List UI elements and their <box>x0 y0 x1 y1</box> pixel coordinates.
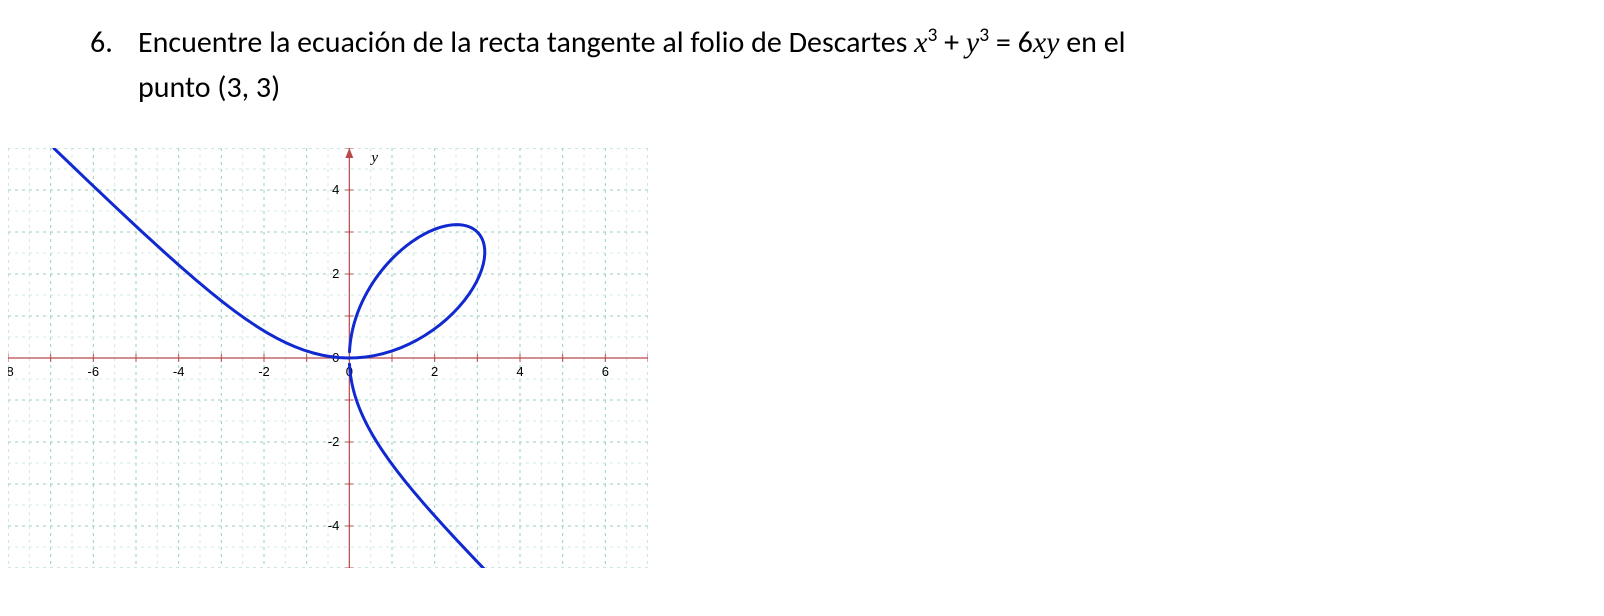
equation-xy: xy <box>1033 26 1060 59</box>
equation-exp-x: 3 <box>927 23 937 47</box>
equation-coef: 6 <box>1018 24 1033 61</box>
y-tick-label: -2 <box>328 434 340 449</box>
page: 6.Encuentre la ecuación de la recta tang… <box>0 0 1604 616</box>
x-tick-label: -4 <box>173 364 185 379</box>
y-axis-label: y <box>369 150 378 166</box>
problem-text-post: en el <box>1059 24 1125 61</box>
x-tick-label: -8 <box>8 364 14 379</box>
folium-chart: -8-6-4-20246-4-2024y <box>8 148 648 568</box>
x-tick-label: 2 <box>431 364 438 379</box>
equation-x: x <box>914 26 927 59</box>
x-tick-label: -6 <box>88 364 100 379</box>
equation-y: y <box>966 26 979 59</box>
equation-eq: = <box>989 24 1018 61</box>
x-tick-label: 6 <box>602 364 609 379</box>
problem-line2: punto (3, 3) <box>138 65 1550 110</box>
equation-exp-y: 3 <box>979 23 989 47</box>
problem-number: 6. <box>90 20 138 65</box>
y-tick-label: 4 <box>332 182 339 197</box>
problem-statement: 6.Encuentre la ecuación de la recta tang… <box>90 20 1550 110</box>
y-tick-label: -4 <box>328 518 340 533</box>
x-tick-label: -2 <box>258 364 270 379</box>
x-tick-label: 4 <box>516 364 523 379</box>
equation-plus: + <box>937 24 966 61</box>
problem-line1: Encuentre la ecuación de la recta tangen… <box>138 24 1126 61</box>
y-tick-label: 2 <box>332 266 339 281</box>
chart-svg: -8-6-4-20246-4-2024y <box>8 148 648 568</box>
problem-text-pre: Encuentre la ecuación de la recta tangen… <box>138 24 914 61</box>
